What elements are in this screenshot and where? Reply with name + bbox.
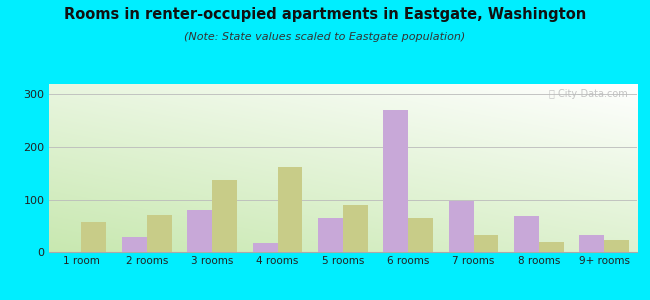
Bar [122, 237, 147, 252]
Bar [187, 210, 212, 252]
Bar [408, 218, 433, 252]
Bar [448, 200, 474, 252]
Bar [514, 216, 539, 252]
Bar [318, 218, 343, 252]
Bar [343, 205, 368, 252]
Bar [580, 235, 604, 252]
Bar [253, 242, 278, 252]
Bar [81, 221, 106, 252]
Bar [384, 110, 408, 252]
Bar [147, 215, 172, 252]
Bar [539, 242, 564, 252]
Text: (Note: State values scaled to Eastgate population): (Note: State values scaled to Eastgate p… [185, 32, 465, 41]
Text: Rooms in renter-occupied apartments in Eastgate, Washington: Rooms in renter-occupied apartments in E… [64, 8, 586, 22]
Bar [604, 241, 629, 252]
Bar [278, 167, 302, 252]
Bar [474, 235, 499, 252]
Legend: Eastgate, Washington: Eastgate, Washington [229, 299, 456, 300]
Text: ⓘ City-Data.com: ⓘ City-Data.com [549, 89, 628, 99]
Bar [212, 180, 237, 252]
